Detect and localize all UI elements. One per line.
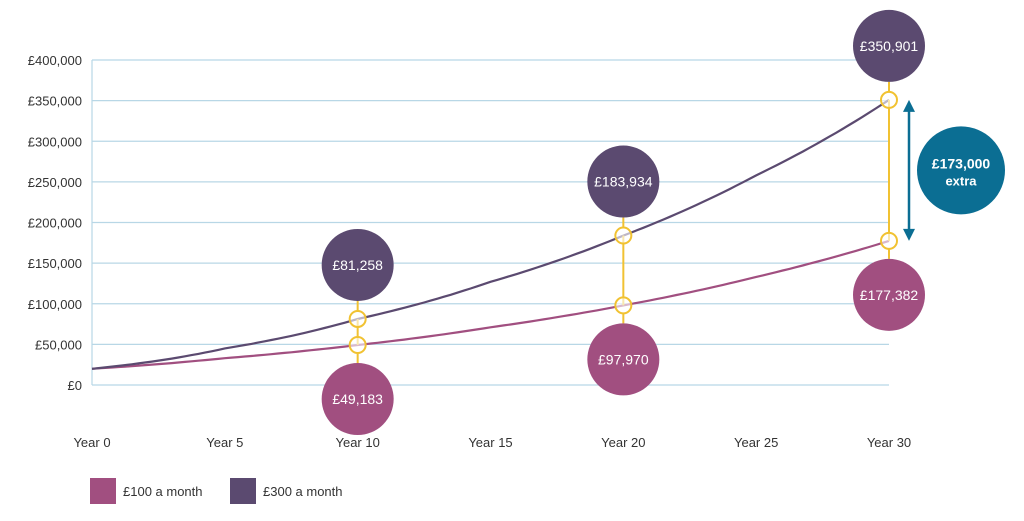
legend-swatch-300-a-month [230, 478, 256, 504]
series-line-300-a-month [91, 98, 890, 370]
difference-callout: £173,000 extra [903, 99, 1005, 241]
y-axis-labels: £0 £50,000 £100,000 £150,000 £200,000 £250,00… [28, 53, 82, 393]
x-tick-label-year-30: Year 30 [867, 435, 911, 450]
x-tick-label-year-20: Year 20 [601, 435, 645, 450]
y-tick-label-1: £50,000 [35, 337, 82, 352]
value-bubble-label-49-183: £49,183 [332, 391, 383, 407]
y-tick-label-5: £250,000 [28, 175, 82, 190]
marker-ring-350-901 [880, 90, 898, 109]
value-bubble-49-183 [321, 363, 394, 436]
value-bubble-81-258 [321, 228, 394, 301]
marker-ring-97-970 [614, 296, 633, 315]
legend-label-300-a-month: £300 a month [263, 484, 343, 499]
x-tick-label-year-0: Year 0 [73, 435, 110, 450]
y-tick-label-8: £400,000 [28, 53, 82, 68]
difference-bubble-suffix: extra [945, 173, 977, 188]
difference-arrow-head-down [903, 228, 915, 241]
series-lines [91, 98, 890, 370]
legend-label-100-a-month: £100 a month [123, 484, 203, 499]
y-tick-label-0: £0 [68, 378, 82, 393]
marker-ring-49-183 [348, 336, 367, 355]
y-tick-label-2: £100,000 [28, 297, 82, 312]
series-line-100-a-month [91, 239, 890, 370]
value-bubble-label-97-970: £97,970 [598, 351, 649, 367]
marker-ring-177-382 [880, 231, 898, 250]
value-bubble-label-350-901: £350,901 [860, 38, 919, 54]
y-tick-label-6: £300,000 [28, 134, 82, 149]
difference-bubble [917, 126, 1005, 215]
value-bubble-label-183-934: £183,934 [594, 174, 653, 190]
marker-ring-183-934 [614, 226, 633, 245]
difference-bubble-value: £173,000 [932, 155, 991, 171]
y-tick-label-7: £350,000 [28, 94, 82, 109]
marker-ring-81-258 [348, 309, 367, 328]
x-axis-labels: Year 0 Year 5 Year 10 Year 15 Year 20 Year 25… [73, 435, 911, 450]
x-tick-label-year-10: Year 10 [335, 435, 379, 450]
y-tick-label-4: £200,000 [28, 216, 82, 231]
value-markers [348, 90, 898, 355]
value-bubble-177-382 [853, 258, 925, 331]
y-tick-label-3: £150,000 [28, 256, 82, 271]
value-bubble-label-177-382: £177,382 [860, 287, 919, 303]
value-bubble-350-901 [853, 9, 925, 82]
value-bubble-183-934 [587, 145, 660, 218]
x-tick-label-year-5: Year 5 [206, 435, 243, 450]
x-tick-label-year-15: Year 15 [468, 435, 512, 450]
x-tick-label-year-25: Year 25 [734, 435, 778, 450]
legend-swatch-100-a-month [90, 478, 116, 504]
grid-layer [91, 59, 889, 386]
value-bubble-label-81-258: £81,258 [332, 257, 383, 273]
value-bubbles: £81,258 £49,183 £183,934 £97,970 £350,901 £17… [321, 9, 925, 436]
value-bubble-97-970 [587, 323, 660, 396]
legend: £100 a month £300 a month [90, 478, 343, 504]
difference-arrow-head-up [903, 99, 915, 112]
